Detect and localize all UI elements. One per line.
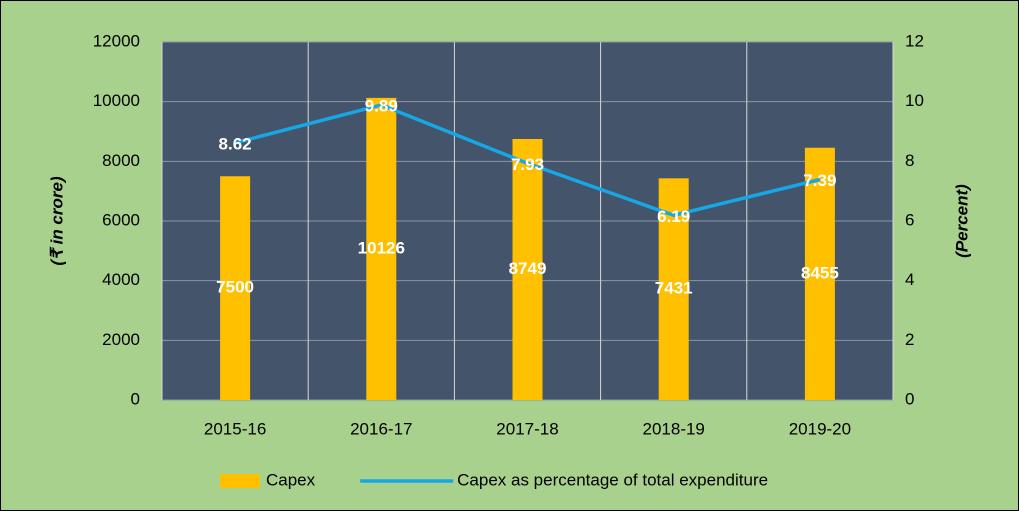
- line-data-label: 7.39: [803, 171, 836, 190]
- bar-data-label: 7431: [655, 279, 693, 298]
- bar: [366, 97, 397, 401]
- bar-data-label: 7500: [216, 278, 254, 297]
- x-tick-label: 2017-18: [496, 419, 558, 438]
- y2-tick-label: 2: [905, 330, 914, 349]
- line-data-label: 9.89: [365, 96, 398, 115]
- y2-tick-label: 12: [905, 31, 924, 50]
- y-tick-label: 10000: [93, 91, 140, 110]
- line-data-label: 8.62: [219, 134, 252, 153]
- y-tick-label: 0: [131, 389, 140, 408]
- bar: [512, 138, 543, 400]
- bar-data-label: 8455: [801, 263, 839, 282]
- y2-tick-label: 0: [905, 389, 914, 408]
- bar-data-label: 8749: [509, 259, 547, 278]
- line-data-label: 7.93: [511, 155, 544, 174]
- y2-axis-title: (Percent): [952, 184, 971, 258]
- y2-tick-label: 10: [905, 91, 924, 110]
- y-tick-label: 2000: [102, 330, 140, 349]
- line-data-label: 6.19: [657, 207, 690, 226]
- y2-tick-label: 8: [905, 151, 914, 170]
- bar: [804, 147, 835, 400]
- y-axis-title: (₹ in crore): [47, 176, 66, 266]
- y-tick-label: 6000: [102, 210, 140, 229]
- y-tick-label: 12000: [93, 31, 140, 50]
- x-tick-label: 2016-17: [350, 419, 412, 438]
- legend-label: Capex: [266, 470, 316, 489]
- y-tick-label: 8000: [102, 151, 140, 170]
- bar: [220, 176, 251, 400]
- bar-data-label: 10126: [358, 238, 405, 257]
- legend-label: Capex as percentage of total expenditure: [457, 470, 768, 489]
- x-tick-label: 2019-20: [789, 419, 851, 438]
- legend-swatch: [220, 474, 260, 488]
- x-tick-label: 2015-16: [204, 419, 266, 438]
- y2-tick-label: 4: [905, 270, 914, 289]
- x-tick-label: 2018-19: [643, 419, 705, 438]
- line: [234, 103, 821, 218]
- y-tick-label: 4000: [102, 270, 140, 289]
- y2-tick-label: 6: [905, 210, 914, 229]
